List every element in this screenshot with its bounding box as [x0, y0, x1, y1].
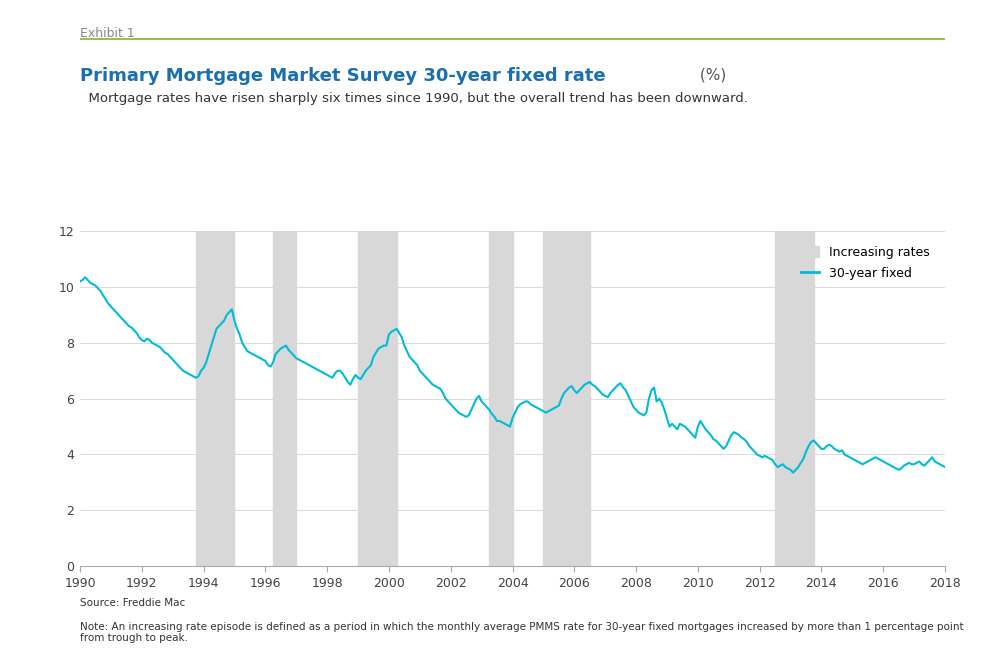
Bar [543, 231, 590, 566]
Text: Note: An increasing rate episode is defined as a period in which the monthly ave: Note: An increasing rate episode is defi… [80, 622, 964, 643]
Bar [273, 231, 296, 566]
Bar [489, 231, 513, 566]
Text: Mortgage rates have risen sharply six times since 1990, but the overall trend ha: Mortgage rates have risen sharply six ti… [80, 92, 748, 105]
Text: (%): (%) [695, 67, 726, 82]
Bar [358, 231, 397, 566]
Text: Exhibit 1: Exhibit 1 [80, 27, 135, 40]
Text: Source: Freddie Mac: Source: Freddie Mac [80, 598, 185, 608]
Text: Primary Mortgage Market Survey 30-year fixed rate: Primary Mortgage Market Survey 30-year f… [80, 67, 606, 85]
Bar [775, 231, 814, 566]
Bar [196, 231, 234, 566]
Legend: Increasing rates, 30-year fixed: Increasing rates, 30-year fixed [796, 241, 935, 285]
